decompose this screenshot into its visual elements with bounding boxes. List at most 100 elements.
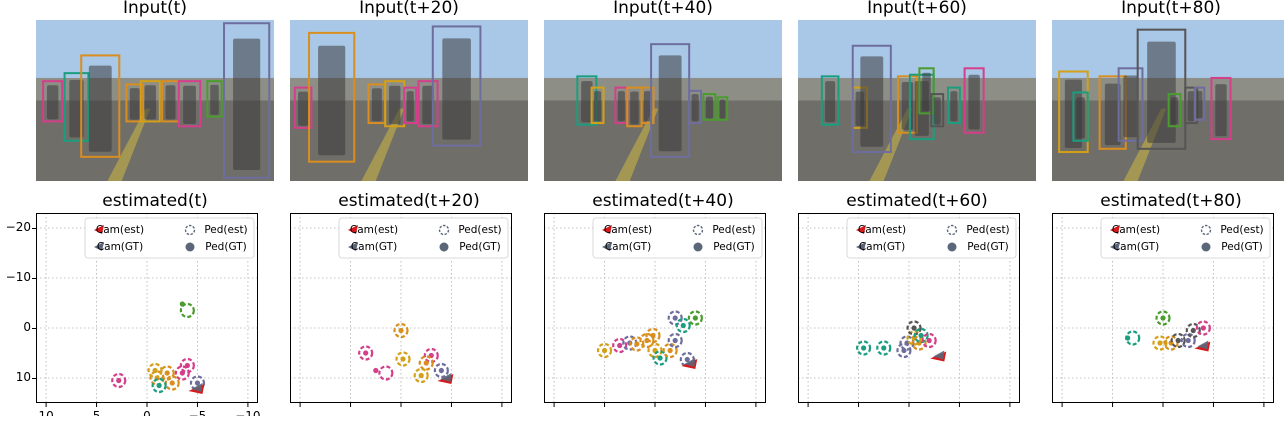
pedestrian	[1171, 97, 1179, 125]
axes-frame	[1052, 213, 1274, 403]
ped-gt-marker	[1185, 337, 1191, 344]
ped-gt-marker	[667, 347, 673, 354]
ped-gt-marker	[194, 380, 201, 386]
legend: Cam(est) Ped(est) Cam(GT) Ped(GT)	[338, 217, 509, 259]
detection-box	[1117, 67, 1144, 142]
detection-box	[918, 67, 935, 115]
ped-gt-marker	[179, 301, 185, 307]
pedestrian	[1076, 97, 1085, 139]
legend-cam-est-icon	[1110, 225, 1120, 234]
cam-gt-marker	[933, 350, 945, 360]
pedestrian	[298, 91, 309, 126]
ped-est-marker	[662, 342, 678, 359]
scatter-plot: Cam(est) Ped(est) Cam(GT) Ped(GT)	[544, 213, 766, 407]
x-tick-label: 5	[93, 409, 101, 416]
legend-cam-gt-icon	[1110, 242, 1120, 251]
input-frame-image	[798, 20, 1036, 181]
scatter-plot: 10 5 0 −5 −10 Cam(est) Ped(est) Cam(GT) Ped(GT)	[36, 213, 261, 416]
detection-box	[1072, 91, 1089, 142]
legend-cam-est-icon	[94, 225, 104, 234]
detection-box	[1193, 86, 1206, 121]
legend-cam-gt-icon	[602, 242, 612, 251]
detection-box	[417, 80, 439, 128]
ped-est-marker	[179, 302, 195, 319]
ped-est-marker	[639, 332, 655, 349]
ped-gt-marker	[860, 345, 867, 351]
ped-est-marker	[675, 317, 691, 334]
scatter-plot: Cam(est) Ped(est) Cam(GT) Ped(GT)	[290, 213, 512, 407]
ped-est-marker	[855, 340, 872, 356]
detection-box	[42, 80, 64, 123]
cam-gt-marker	[684, 358, 696, 367]
ped-gt-marker	[164, 370, 170, 376]
legend-ped-gt-icon	[947, 242, 957, 252]
ped-est-marker	[896, 342, 912, 359]
legend-label: Cam(est)	[96, 224, 144, 236]
pedestrian	[183, 85, 196, 125]
ped-gt-marker	[400, 356, 406, 362]
ped-est-marker	[1155, 310, 1171, 326]
legend-label: Ped(GT)	[713, 241, 754, 253]
pedestrian	[69, 79, 84, 138]
ped-est-marker	[395, 351, 411, 367]
chart-title: estimated(t+40)	[592, 191, 734, 211]
ped-gt-marker	[672, 337, 678, 344]
legend-ped-est-icon	[438, 224, 450, 236]
ped-gt-marker	[116, 377, 122, 384]
ped-gt-marker	[1157, 340, 1163, 346]
ped-gt-marker	[901, 347, 907, 354]
ped-gt-marker	[881, 345, 887, 351]
ped-gt-marker	[363, 350, 369, 356]
axes-frame	[544, 213, 766, 403]
ped-gt-marker	[1175, 337, 1181, 344]
pedestrian	[719, 99, 726, 119]
pedestrian	[165, 85, 176, 120]
ped-est-marker	[645, 327, 661, 344]
y-tick-label: −20	[5, 220, 31, 234]
legend-label: Cam(GT)	[859, 241, 905, 253]
legend-label: Ped(GT)	[1221, 241, 1262, 253]
pedestrian	[1147, 41, 1176, 143]
detection-box	[1167, 93, 1182, 128]
detection-box	[403, 86, 418, 125]
pedestrian	[922, 72, 931, 112]
ped-gt-marker	[179, 370, 185, 376]
legend-label: Ped(GT)	[459, 241, 500, 253]
legend-cam-est-icon	[856, 225, 866, 234]
pedestrian	[901, 81, 914, 130]
detection-box	[431, 25, 482, 147]
legend-ped-est-icon	[692, 224, 704, 236]
pedestrian	[210, 84, 219, 115]
legend-label: Ped(est)	[204, 224, 247, 236]
y-tick-label: 10	[15, 370, 31, 384]
pedestrian	[144, 85, 156, 120]
ped-gt-marker	[692, 315, 698, 321]
ped-est-marker	[378, 365, 394, 381]
axes-frame	[290, 213, 512, 403]
ped-est-marker	[147, 362, 163, 379]
cam-gt-marker	[1197, 340, 1209, 350]
legend-label: Cam(est)	[604, 224, 652, 236]
detection-box	[1210, 76, 1232, 141]
ped-gt-marker	[634, 341, 640, 347]
pedestrian	[933, 97, 941, 125]
ped-gt-marker	[1160, 315, 1166, 321]
ped-est-marker	[652, 350, 668, 366]
detection-box	[930, 93, 945, 128]
ped-est-marker	[629, 336, 645, 352]
ped-est-marker	[667, 310, 683, 326]
pedestrian	[691, 94, 699, 122]
legend-cam-gt-icon	[348, 242, 358, 251]
legend-ped-est-icon	[946, 224, 958, 236]
ped-gt-marker	[684, 356, 690, 363]
detection-box	[946, 86, 961, 125]
legend-label: Ped(est)	[966, 224, 1009, 236]
photo-title: Input(t+20)	[359, 0, 459, 18]
pedestrian	[129, 88, 140, 120]
pedestrian	[658, 55, 682, 152]
pedestrian	[1215, 84, 1227, 137]
axes-frame	[798, 213, 1020, 403]
ped-est-marker	[358, 345, 374, 361]
pedestrian	[46, 85, 59, 120]
photo-title: Input(t+80)	[1121, 0, 1221, 18]
